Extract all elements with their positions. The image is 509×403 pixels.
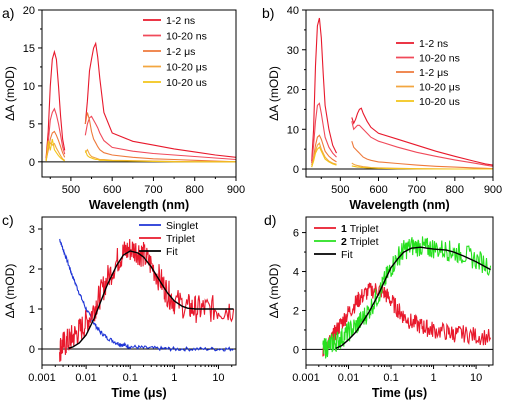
x-tick-label: 1 <box>171 372 177 384</box>
y-tick-label: 2 <box>29 264 35 276</box>
x-axis-label: Time (μs) <box>372 386 427 400</box>
x-axis-label: Time (μs) <box>111 386 166 400</box>
series-line-triplet <box>59 238 235 362</box>
y-axis-label: ΔA (mOD) <box>3 66 17 121</box>
panel-label: d) <box>264 212 276 228</box>
plot-frame <box>41 216 237 366</box>
legend-label: 2 Triplet <box>341 236 379 248</box>
legend-label: 10-20 ns <box>419 53 460 65</box>
y-tick-label: 10 <box>287 124 299 136</box>
y-tick-label: 15 <box>23 43 35 55</box>
y-tick-label: 20 <box>23 5 35 17</box>
legend-label: Triplet <box>166 233 195 245</box>
plot-area <box>322 236 492 359</box>
y-axis-label: ΔA (mOD) <box>3 264 17 319</box>
legend-label: 1-2 ns <box>166 15 195 27</box>
y-axis-label: ΔA (mOD) <box>267 264 281 319</box>
x-tick-label: 800 <box>446 184 464 196</box>
y-tick-label: 6 <box>293 228 299 240</box>
panel-d: d) 0 2 4 6 0.001 0.01 0.1 1 10 Time (μs) ΔA (mOD) 1 … <box>264 212 494 400</box>
y-axis-label: ΔA (mOD) <box>267 66 281 121</box>
legend-label: 1-2 μs <box>419 67 448 79</box>
y-tick-label: 20 <box>287 85 299 97</box>
legend-label: Singlet <box>166 220 198 232</box>
x-tick-label: 800 <box>186 184 204 196</box>
series-line-singlet <box>59 238 234 352</box>
legend-label: 1-2 ns <box>419 38 448 50</box>
legend-label: 10-20 us <box>166 77 207 89</box>
x-tick-label: 700 <box>144 184 162 196</box>
series-line-10-20-ns <box>311 102 493 167</box>
plot-frame <box>305 9 494 178</box>
legend-label: Fit <box>341 249 353 261</box>
x-tick-label: 1 <box>430 372 436 384</box>
y-tick-label: 40 <box>287 5 299 17</box>
panel-a: a) 0 5 10 15 20 500 600 700 800 900 Wavelength (nm)… <box>2 5 245 212</box>
series-line-1-2-μs <box>311 134 493 170</box>
x-tick-label: 0.1 <box>123 372 138 384</box>
y-tick-label: 4 <box>293 267 299 279</box>
y-tick-label: 1 <box>29 304 35 316</box>
x-tick-label: 700 <box>407 184 425 196</box>
legend-label: 1 Triplet <box>341 223 379 235</box>
series-line-2-triplet <box>322 236 492 359</box>
plot-frame <box>41 9 237 178</box>
y-tick-label: 3 <box>29 224 35 236</box>
x-tick-label: 600 <box>369 184 387 196</box>
legend: 1-2 ns 10-20 ns 1-2 μs 10-20 μs 10-20 us <box>396 38 460 108</box>
x-tick-label: 900 <box>227 184 245 196</box>
plot-area <box>311 17 493 170</box>
x-tick-label: 900 <box>484 184 502 196</box>
y-tick-label: 2 <box>293 305 299 317</box>
legend-label: 10-20 μs <box>419 82 460 94</box>
series-line-1-triplet <box>322 282 492 357</box>
y-tick-label: 0 <box>293 344 299 356</box>
series-line-1-2-μs <box>45 112 236 163</box>
legend-label: 1-2 μs <box>166 46 195 58</box>
series-line-10-20-us <box>311 146 493 170</box>
legend-label: 10-20 us <box>419 96 460 108</box>
x-tick-label: 600 <box>103 184 121 196</box>
x-tick-label: 500 <box>331 184 349 196</box>
panel-label: c) <box>2 212 14 228</box>
panel-label: a) <box>2 5 14 21</box>
y-tick-label: 10 <box>23 81 35 93</box>
series-line-10-20-μs <box>311 142 493 170</box>
y-tick-label: 5 <box>29 119 35 131</box>
x-tick-label: 0.01 <box>338 372 359 384</box>
series-line-10-20-ns <box>45 107 236 161</box>
series-line-1-2-ns <box>45 41 236 159</box>
y-tick-label: 30 <box>287 45 299 57</box>
x-tick-label: 0.1 <box>383 372 398 384</box>
plot-area <box>45 41 236 163</box>
series-line-fit <box>335 246 491 350</box>
series-line-1-2-ns <box>311 17 493 166</box>
x-tick-label: 500 <box>62 184 80 196</box>
series-line-fit <box>68 250 234 349</box>
plot-area <box>59 238 235 362</box>
series-line-10-20-us <box>45 138 236 163</box>
legend-label: 10-20 ns <box>166 31 207 43</box>
x-tick-label: 0.001 <box>28 372 56 384</box>
y-tick-label: 0 <box>293 164 299 176</box>
x-tick-label: 10 <box>212 372 224 384</box>
x-tick-label: 0.01 <box>75 372 96 384</box>
y-tick-label: 0 <box>29 157 35 169</box>
x-axis-label: Wavelength (nm) <box>89 198 189 212</box>
legend: 1-2 ns 10-20 ns 1-2 μs 10-20 μs 10-20 us <box>143 15 207 89</box>
panel-b: b) 0 10 20 30 40 500 600 700 800 900 Wavelength (nm… <box>262 5 502 212</box>
legend-label: Fit <box>166 246 178 258</box>
y-tick-label: 0 <box>29 344 35 356</box>
panel-label: b) <box>262 5 274 21</box>
x-tick-label: 0.001 <box>292 372 320 384</box>
panel-c: c) 0 1 2 3 0.001 0.01 0.1 1 10 Time (μs) ΔA (mOD) Si… <box>2 212 237 400</box>
x-axis-label: Wavelength (nm) <box>349 198 449 212</box>
x-tick-label: 10 <box>470 372 482 384</box>
legend-label: 10-20 μs <box>166 62 207 74</box>
